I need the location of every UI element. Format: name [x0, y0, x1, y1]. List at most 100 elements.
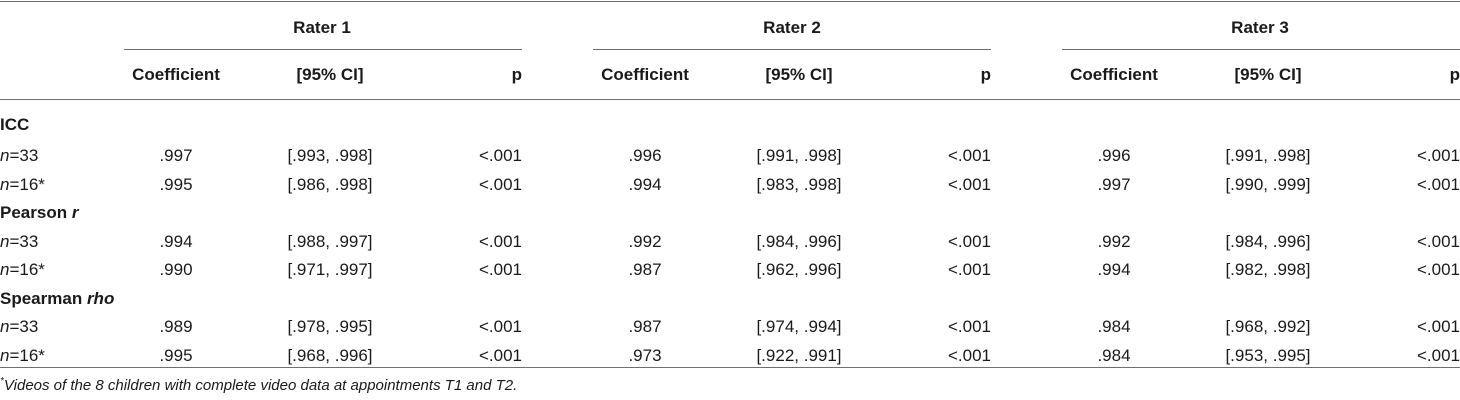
table-cell-p: <.001: [947, 346, 991, 365]
table-cell-p: <.001: [947, 146, 991, 165]
rater-3-header: Rater 3: [1231, 18, 1289, 37]
row-label-n: n: [0, 232, 10, 251]
table-cell-coefficient: .987: [628, 260, 662, 279]
table-cell-ci: [.953, .995]: [1225, 346, 1311, 365]
table-cell-p: <.001: [947, 260, 991, 279]
row-label-count: =33: [9, 146, 39, 165]
table-cell-coefficient: .992: [1097, 232, 1131, 251]
subheader-coefficient-rater-2: Coefficient: [601, 65, 689, 84]
row-label-count: =16*: [9, 175, 45, 194]
table-cell-p: <.001: [1416, 175, 1460, 194]
table-cell-ci: [.982, .998]: [1225, 260, 1311, 279]
subheader-ci-rater-3: [95% CI]: [1234, 65, 1302, 84]
row-label: n=33: [0, 316, 38, 338]
row-label-n: n: [0, 146, 10, 165]
table-top-rule: [0, 1, 1460, 2]
table-cell-ci: [.991, .998]: [1225, 146, 1311, 165]
table-cell-p: <.001: [478, 175, 522, 194]
table-cell-coefficient: .984: [1097, 317, 1131, 336]
table-cell-coefficient: .973: [628, 346, 662, 365]
table-cell-p: <.001: [478, 232, 522, 251]
table-cell-coefficient: .997: [159, 146, 193, 165]
table-cell-coefficient: .984: [1097, 346, 1131, 365]
table-cell-ci: [.978, .995]: [287, 317, 373, 336]
table-cell-coefficient: .994: [628, 175, 662, 194]
footnote-marker: *: [0, 376, 4, 387]
table-cell-ci: [.983, .998]: [756, 175, 842, 194]
subheader-p-rater-2: p: [980, 65, 991, 84]
rater-2-underline: [593, 49, 991, 50]
footnote-text: Videos of the 8 children with complete v…: [3, 377, 518, 394]
rater-1-underline: [124, 49, 522, 50]
row-label-count: =16*: [9, 346, 45, 365]
row-label: n=16*: [0, 174, 45, 196]
row-label-n: n: [0, 346, 10, 365]
row-label: n=33: [0, 145, 38, 167]
rater-2-header: Rater 2: [763, 18, 821, 37]
table-bottom-rule: [0, 367, 1460, 368]
table-cell-coefficient: .996: [1097, 146, 1131, 165]
table-cell-coefficient: .994: [159, 232, 193, 251]
table-cell-p: <.001: [1416, 317, 1460, 336]
subheader-coefficient-rater-3: Coefficient: [1070, 65, 1158, 84]
header-bottom-rule: [0, 99, 1460, 100]
table-cell-coefficient: .992: [628, 232, 662, 251]
section-title-text: Pearson: [0, 203, 72, 222]
section-title: Pearson r: [0, 202, 78, 224]
table-cell-coefficient: .989: [159, 317, 193, 336]
row-label-count: =33: [9, 317, 39, 336]
table-cell-ci: [.988, .997]: [287, 232, 373, 251]
table-cell-p: <.001: [478, 317, 522, 336]
row-label-count: =33: [9, 232, 39, 251]
subheader-coefficient-rater-1: Coefficient: [132, 65, 220, 84]
table-cell-ci: [.962, .996]: [756, 260, 842, 279]
subheader-p-rater-3: p: [1449, 65, 1460, 84]
table-cell-coefficient: .996: [628, 146, 662, 165]
table-cell-coefficient: .987: [628, 317, 662, 336]
table-cell-p: <.001: [947, 175, 991, 194]
row-label-n: n: [0, 260, 10, 279]
table-cell-coefficient: .995: [159, 175, 193, 194]
row-label: n=33: [0, 231, 38, 253]
table-cell-ci: [.974, .994]: [756, 317, 842, 336]
table-cell-ci: [.984, .996]: [1225, 232, 1311, 251]
row-label-n: n: [0, 175, 10, 194]
table-cell-ci: [.986, .998]: [287, 175, 373, 194]
table-cell-p: <.001: [1416, 146, 1460, 165]
section-title-text: Spearman: [0, 289, 87, 308]
section-title-text: ICC: [0, 115, 30, 134]
section-title: ICC: [0, 114, 29, 136]
table-cell-coefficient: .995: [159, 346, 193, 365]
table-cell-coefficient: .990: [159, 260, 193, 279]
table-cell-p: <.001: [478, 146, 522, 165]
row-label-count: =16*: [9, 260, 45, 279]
table-cell-p: <.001: [947, 232, 991, 251]
table-cell-ci: [.984, .996]: [756, 232, 842, 251]
section-title: Spearman rho: [0, 288, 114, 310]
table-cell-ci: [.968, .996]: [287, 346, 373, 365]
rater-1-header: Rater 1: [293, 18, 351, 37]
table-cell-p: <.001: [947, 317, 991, 336]
table-cell-ci: [.993, .998]: [287, 146, 373, 165]
row-label: n=16*: [0, 259, 45, 281]
row-label-n: n: [0, 317, 10, 336]
table-cell-coefficient: .994: [1097, 260, 1131, 279]
table-cell-p: <.001: [1416, 260, 1460, 279]
table-cell-p: <.001: [1416, 346, 1460, 365]
subheader-ci-rater-2: [95% CI]: [765, 65, 833, 84]
subheader-ci-rater-1: [95% CI]: [296, 65, 364, 84]
table-cell-coefficient: .997: [1097, 175, 1131, 194]
table-cell-ci: [.991, .998]: [756, 146, 842, 165]
subheader-p-rater-1: p: [511, 65, 522, 84]
table-cell-ci: [.990, .999]: [1225, 175, 1311, 194]
section-title-symbol: rho: [86, 289, 115, 308]
table-cell-ci: [.922, .991]: [756, 346, 842, 365]
rater-3-underline: [1062, 49, 1460, 50]
section-title-symbol: r: [71, 203, 79, 222]
table-footnote: *Videos of the 8 children with complete …: [0, 377, 517, 395]
table-cell-ci: [.968, .992]: [1225, 317, 1311, 336]
table-cell-p: <.001: [478, 260, 522, 279]
table-cell-p: <.001: [478, 346, 522, 365]
table-cell-p: <.001: [1416, 232, 1460, 251]
